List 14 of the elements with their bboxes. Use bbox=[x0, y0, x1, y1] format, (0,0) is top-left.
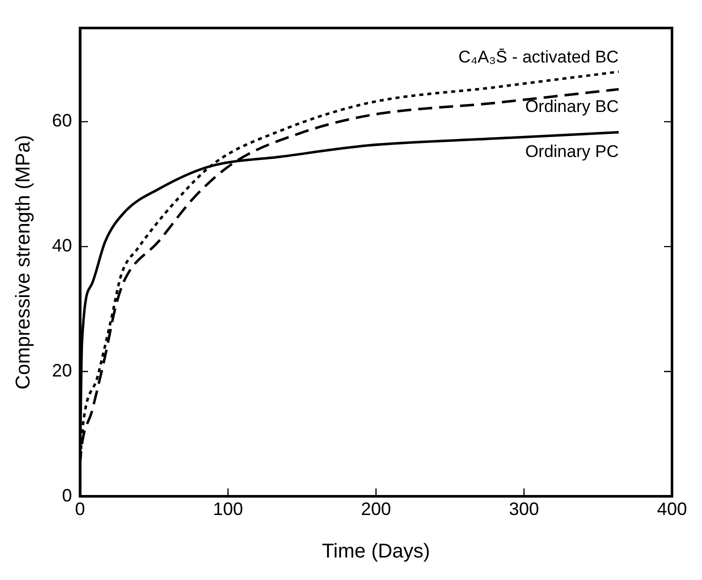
y-axis-title: Compressive strength (MPa) bbox=[12, 134, 35, 390]
series-label: Ordinary BC bbox=[525, 96, 619, 116]
series-label: C₄A₃S̄ - activated BC bbox=[458, 47, 619, 66]
y-tick-label: 0 bbox=[62, 485, 72, 506]
x-tick-label: 100 bbox=[212, 499, 244, 520]
y-tick-label: 20 bbox=[52, 360, 72, 380]
x-tick-label: 300 bbox=[508, 499, 540, 520]
y-tick-label: 40 bbox=[52, 236, 72, 256]
x-tick-label: 400 bbox=[656, 499, 688, 520]
y-tick-label: 60 bbox=[52, 110, 72, 131]
x-axis-title: Time (Days) bbox=[322, 540, 430, 563]
series-label: Ordinary PC bbox=[525, 142, 619, 161]
x-tick-label: 0 bbox=[75, 499, 86, 520]
x-tick-label: 200 bbox=[360, 499, 392, 520]
